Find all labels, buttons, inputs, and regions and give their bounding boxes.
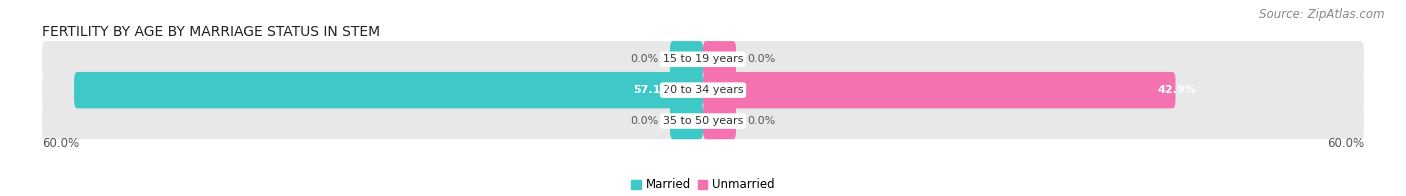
FancyBboxPatch shape xyxy=(703,41,737,77)
Text: 0.0%: 0.0% xyxy=(747,116,775,126)
FancyBboxPatch shape xyxy=(669,103,703,139)
Text: 57.1%: 57.1% xyxy=(633,85,672,95)
Text: 0.0%: 0.0% xyxy=(747,54,775,64)
Text: 42.9%: 42.9% xyxy=(1157,85,1197,95)
Text: 0.0%: 0.0% xyxy=(631,116,659,126)
Text: 60.0%: 60.0% xyxy=(1327,137,1364,150)
Text: 20 to 34 years: 20 to 34 years xyxy=(662,85,744,95)
Legend: Married, Unmarried: Married, Unmarried xyxy=(631,178,775,191)
FancyBboxPatch shape xyxy=(42,72,1364,108)
Text: Source: ZipAtlas.com: Source: ZipAtlas.com xyxy=(1260,8,1385,21)
FancyBboxPatch shape xyxy=(669,41,703,77)
FancyBboxPatch shape xyxy=(42,41,1364,77)
Text: 35 to 50 years: 35 to 50 years xyxy=(662,116,744,126)
FancyBboxPatch shape xyxy=(75,72,703,108)
Text: 15 to 19 years: 15 to 19 years xyxy=(662,54,744,64)
FancyBboxPatch shape xyxy=(703,72,1175,108)
Text: FERTILITY BY AGE BY MARRIAGE STATUS IN STEM: FERTILITY BY AGE BY MARRIAGE STATUS IN S… xyxy=(42,25,380,39)
FancyBboxPatch shape xyxy=(703,103,737,139)
Text: 60.0%: 60.0% xyxy=(42,137,79,150)
Text: 0.0%: 0.0% xyxy=(631,54,659,64)
FancyBboxPatch shape xyxy=(42,103,1364,139)
